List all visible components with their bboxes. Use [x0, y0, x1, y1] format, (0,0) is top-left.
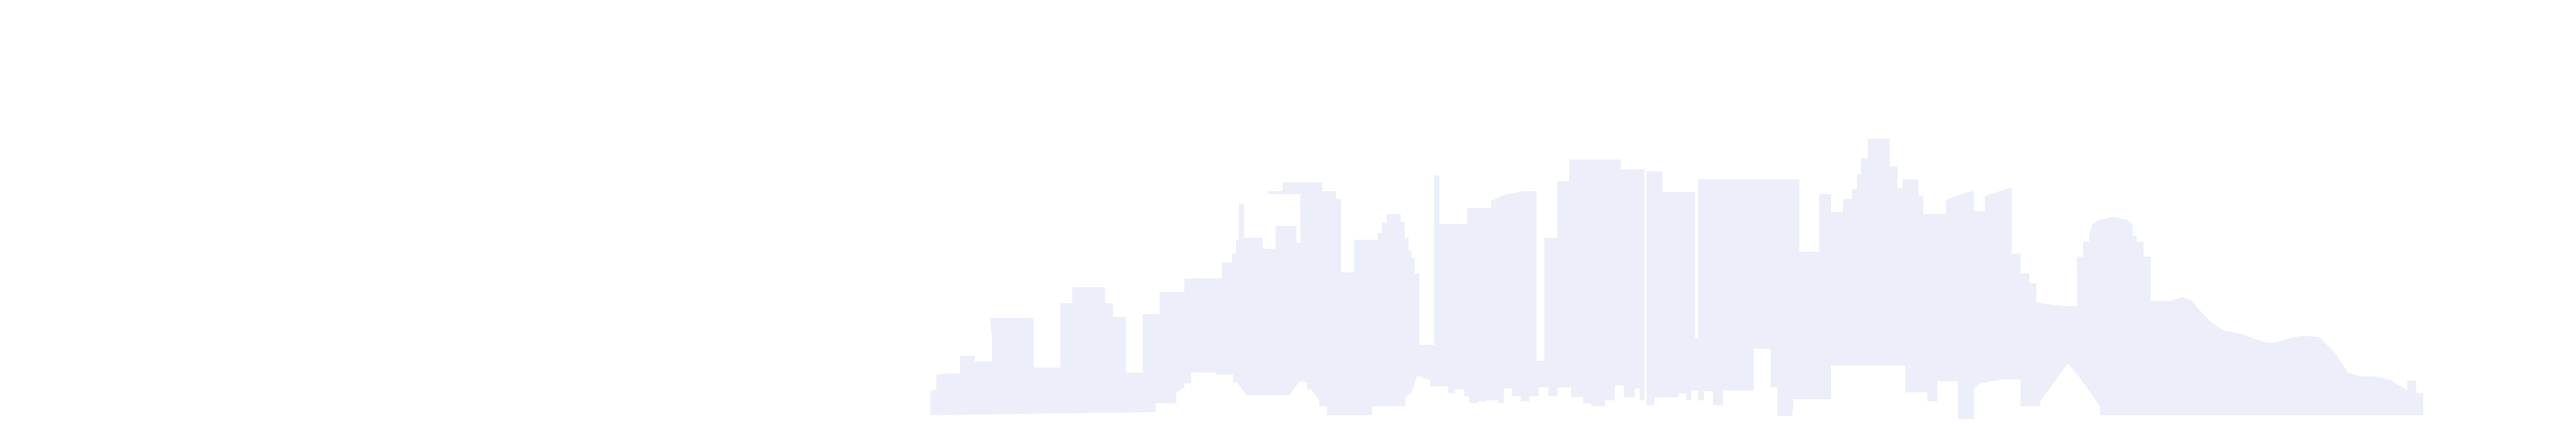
- skyline-silhouette: [930, 139, 2423, 419]
